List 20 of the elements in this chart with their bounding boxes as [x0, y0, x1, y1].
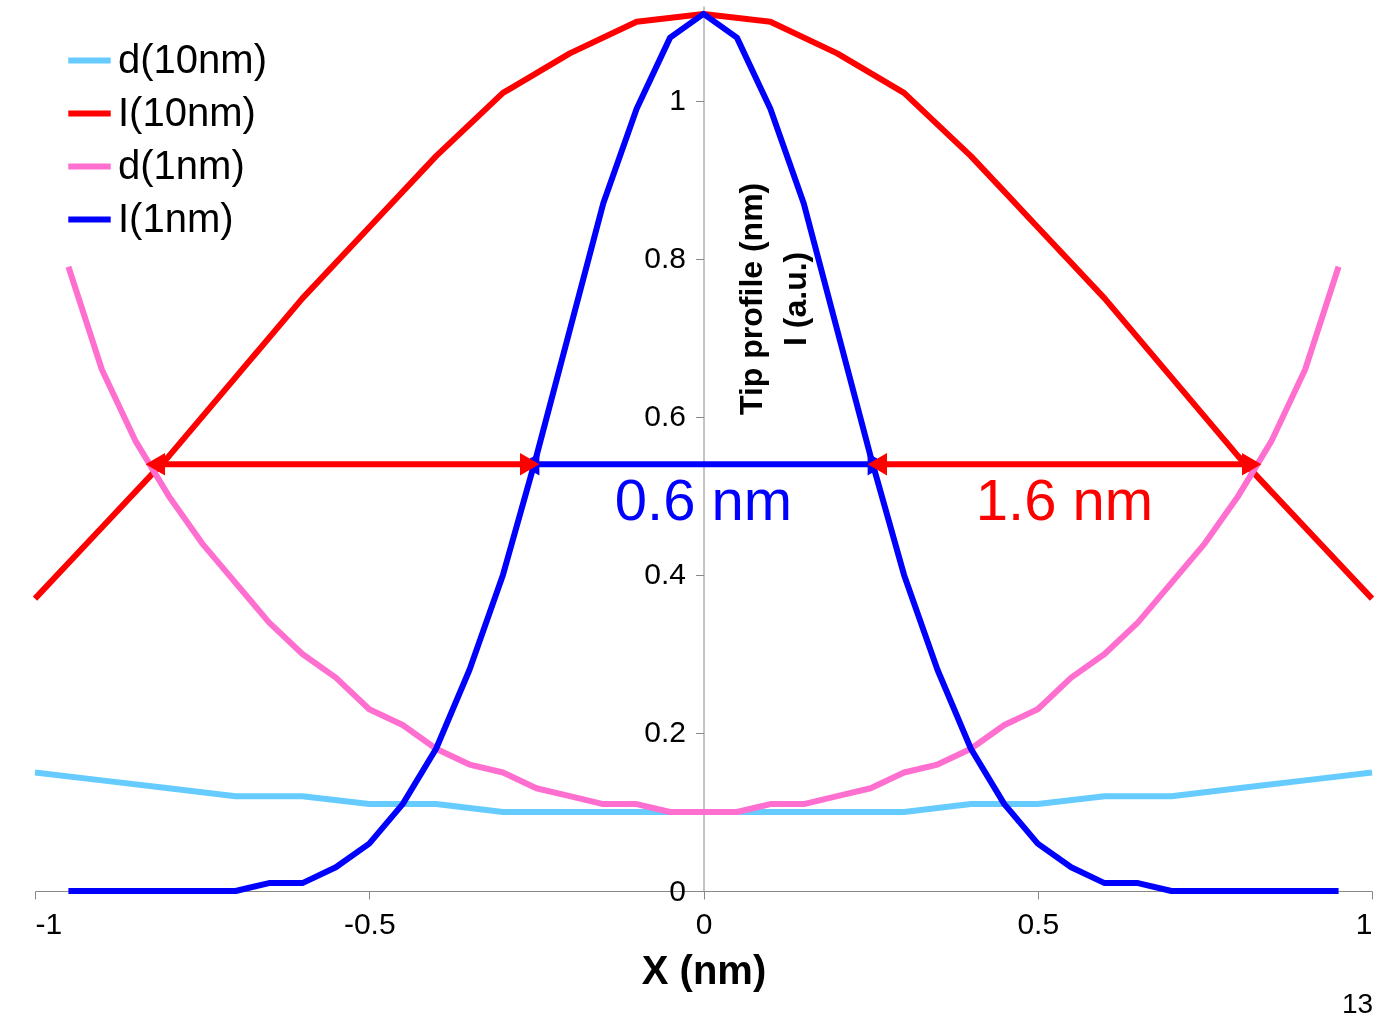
x-tick-label: 0.5: [1017, 906, 1060, 940]
legend-label: I(1nm): [118, 195, 234, 240]
annotation: 0.6 nm: [614, 467, 793, 533]
legend-label: I(10nm): [118, 89, 256, 134]
x-tick-label: 0: [695, 906, 713, 940]
y-tick-label: 0.6: [644, 399, 686, 433]
x-tick-label: -1: [35, 906, 63, 940]
x-tick-label: 1: [1355, 906, 1373, 940]
legend-label: d(1nm): [118, 142, 245, 187]
legend-label: d(10nm): [118, 36, 267, 81]
annotation: 1.6 nm: [975, 467, 1154, 533]
x-tick-label: -0.5: [343, 906, 396, 940]
y-tick-label: 0.2: [644, 715, 686, 749]
x-axis-title: X (nm): [641, 947, 767, 992]
y-tick-label: 1: [669, 83, 686, 117]
y-tick-label: 0.8: [644, 241, 686, 275]
y-tick-label: 0: [669, 873, 686, 907]
y-axis-title: Tip profile (nm) I (a.u.): [733, 182, 813, 416]
text: 13: [1342, 988, 1374, 1019]
y-tick-label: 0.4: [644, 557, 686, 591]
